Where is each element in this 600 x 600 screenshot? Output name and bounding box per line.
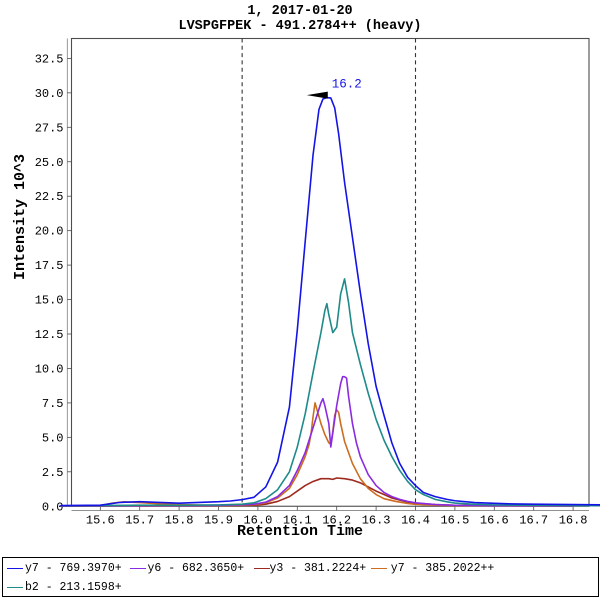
- svg-text:17.5: 17.5: [35, 259, 64, 273]
- svg-text:7.5: 7.5: [42, 397, 64, 411]
- svg-text:2.5: 2.5: [42, 466, 64, 480]
- svg-text:16.1: 16.1: [283, 513, 312, 527]
- svg-text:16.4: 16.4: [401, 513, 430, 527]
- svg-text:16.5: 16.5: [440, 513, 469, 527]
- svg-text:12.5: 12.5: [35, 328, 64, 342]
- svg-text:16.0: 16.0: [243, 513, 272, 527]
- svg-text:16.7: 16.7: [519, 513, 548, 527]
- svg-text:0.0: 0.0: [42, 500, 64, 514]
- svg-text:15.9: 15.9: [204, 513, 233, 527]
- svg-text:15.8: 15.8: [165, 513, 194, 527]
- svg-text:10.0: 10.0: [35, 362, 64, 376]
- svg-text:30.0: 30.0: [35, 87, 64, 101]
- svg-text:16.6: 16.6: [480, 513, 509, 527]
- svg-text:16.8: 16.8: [559, 513, 588, 527]
- svg-text:16.2: 16.2: [322, 513, 351, 527]
- svg-text:20.0: 20.0: [35, 225, 64, 239]
- svg-text:5.0: 5.0: [42, 431, 64, 445]
- svg-text:15.7: 15.7: [125, 513, 154, 527]
- svg-text:16.2: 16.2: [332, 78, 362, 92]
- svg-text:27.5: 27.5: [35, 121, 64, 135]
- svg-text:22.5: 22.5: [35, 190, 64, 204]
- svg-text:32.5: 32.5: [35, 52, 64, 66]
- svg-text:25.0: 25.0: [35, 156, 64, 170]
- svg-text:15.6: 15.6: [86, 513, 115, 527]
- svg-text:16.3: 16.3: [362, 513, 391, 527]
- svg-text:15.0: 15.0: [35, 294, 64, 308]
